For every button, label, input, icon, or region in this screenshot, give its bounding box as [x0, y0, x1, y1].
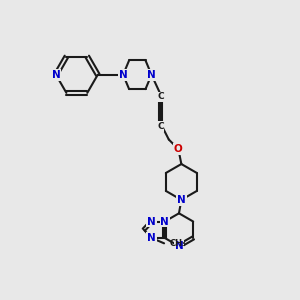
Text: C: C	[157, 122, 164, 131]
Text: C: C	[157, 92, 164, 101]
Text: N: N	[147, 217, 156, 226]
Text: N: N	[52, 70, 60, 80]
Text: N: N	[147, 233, 156, 243]
Text: O: O	[174, 144, 183, 154]
Text: N: N	[175, 241, 183, 251]
Text: N: N	[160, 217, 169, 226]
Text: N: N	[147, 70, 156, 80]
Text: N: N	[177, 195, 186, 205]
Text: CH₃: CH₃	[169, 239, 186, 248]
Text: N: N	[119, 70, 128, 80]
